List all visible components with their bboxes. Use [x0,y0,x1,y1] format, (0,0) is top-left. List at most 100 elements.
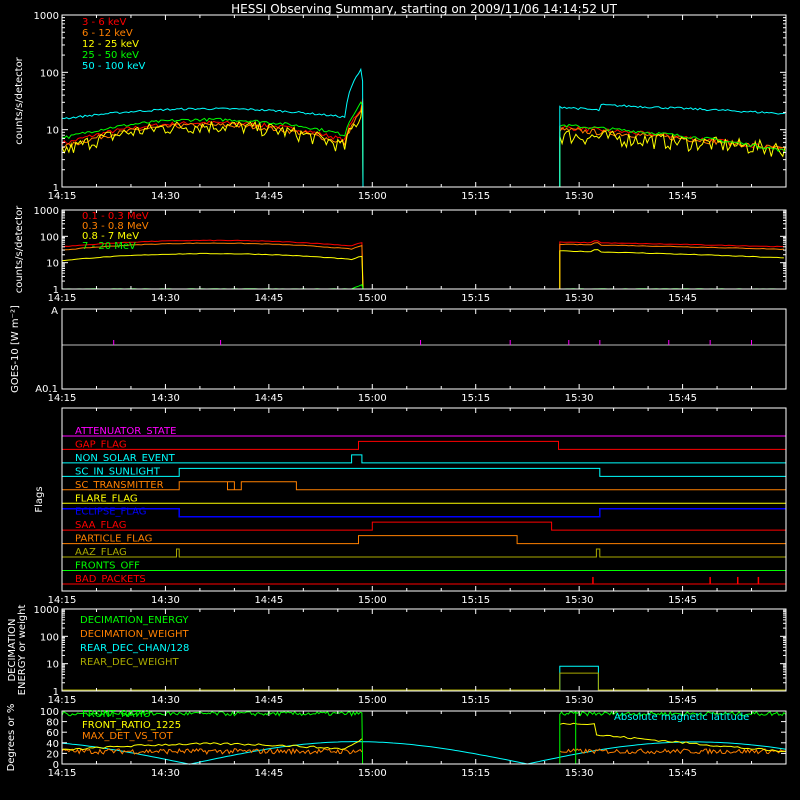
max-det-line [559,748,786,755]
xray-ylabel: counts/s/detector [14,56,25,144]
flags-panel-xtick-label: 14:15 [48,595,77,606]
goes-ytick-label: A0.1 [35,384,58,395]
flag-label: SC_IN_SUNLIGHT [75,466,161,477]
decimation-legend-entry: REAR_DEC_WEIGHT [80,657,179,668]
rear-dec-weight-line [62,672,786,691]
goes-panel-xtick-label: 14:45 [254,393,283,404]
flag-label: ECLIPSE_FLAG [75,507,146,518]
xray-series-line [61,98,786,188]
flag-line [62,481,786,491]
gamma-ytick-label: 100 [40,232,59,243]
flag-label: SC_TRANSMITTER [75,480,164,491]
flags-ylabel: Flags [34,486,45,512]
goes-panel-xtick-label: 15:15 [461,393,490,404]
ratio-panel-frame [61,710,787,765]
front-ratio-1225-line [61,738,363,751]
flag-label: ATTENUATOR_STATE [75,426,176,437]
xray-ytick-label: 10 [46,126,59,137]
flag-line [62,548,786,558]
xray-ytick-label: 100 [40,68,59,79]
ratio-ytick-label: 40 [46,739,59,750]
goes-ytick-label: A [51,306,58,317]
decimation-panel-xtick-label: 15:45 [668,695,697,706]
gamma-panel-xtick-label: 14:30 [151,293,180,304]
flags-panel-xtick-label: 15:30 [565,595,594,606]
gamma-legend-entry: 0.1 - 0.3 MeV [82,211,149,222]
ratio-legend-entry: FRONT_RATIO [82,709,151,720]
flag-line [62,467,786,477]
flag-label: AAZ_FLAG [75,547,127,558]
ratio-ytick-label: 80 [46,718,59,729]
gamma-panel-xtick-label: 15:30 [565,293,594,304]
flag-line [62,535,786,545]
gamma-ylabel: counts/s/detector [14,205,25,293]
gamma-panel-xtick-label: 14:45 [254,293,283,304]
front-ratio-line [559,710,787,764]
ratio-panel-xtick-label: 15:45 [668,768,697,779]
chart-title: HESSI Observing Summary, starting on 200… [231,2,617,16]
gamma-legend-entry: 7 - 20 MeV [82,241,136,252]
xray-panel-xtick-label: 15:00 [358,191,387,202]
gamma-series-line [61,239,784,290]
ratio-ytick-label: 60 [46,728,59,739]
decimation-ytick-label: 100 [40,632,59,643]
gamma-series-line [61,242,784,290]
xray-legend-entry: 25 - 50 keV [82,50,139,61]
goes-panel-xtick-label: 14:30 [151,393,180,404]
flags-panel-xtick-label: 14:30 [151,595,180,606]
goes-ylabel: GOES-10 [W m⁻²] [10,305,21,393]
gamma-legend-entry: 0.3 - 0.8 MeV [82,221,149,232]
decimation-panel-xtick-label: 14:45 [254,695,283,706]
xray-panel-xtick-label: 15:15 [461,191,490,202]
gamma-series-line [61,249,784,290]
goes-panel-frame [61,308,787,390]
decimation-ytick-label: 1 [53,687,59,698]
xray-panel-xtick-label: 14:30 [151,191,180,202]
decimation-panel-xtick-label: 14:15 [48,695,77,706]
ratio-ylabel: Degrees or % [6,704,17,772]
decimation-panel-xtick-label: 15:15 [461,695,490,706]
goes-panel-xtick-label: 15:45 [668,393,697,404]
gamma-ytick-label: 1 [53,285,59,296]
gamma-panel-xtick-label: 15:45 [668,293,697,304]
decimation-ytick-label: 10 [46,660,59,671]
decimation-ylabel-line1: DECIMATION [7,618,18,681]
ratio-panel-xtick-label: 14:15 [48,768,77,779]
xray-ytick-label: 1000 [34,11,59,22]
xray-legend-entry: 3 - 6 keV [82,17,126,28]
max-det-line [61,747,363,756]
flag-label: BAD_PACKETS [75,574,146,585]
flag-line [62,454,786,464]
xray-ytick-label: 1 [53,183,59,194]
ratio-ytick-label: 100 [40,707,59,718]
decimation-legend-entry: REAR_DEC_CHAN/128 [80,643,189,654]
xray-legend-entry: 6 - 12 keV [82,28,133,39]
ratio-panel-xtick-label: 15:15 [461,768,490,779]
flags-panel-xtick-label: 15:45 [668,595,697,606]
ratio-panel-xtick-label: 14:30 [151,768,180,779]
gamma-panel-frame [61,209,787,290]
flag-label: SAA_FLAG [75,520,126,531]
decimation-panel-xtick-label: 15:00 [358,695,387,706]
flags-panel-xtick-label: 15:00 [358,595,387,606]
ratio-panel-xtick-label: 15:00 [358,768,387,779]
flags-panel-xtick-label: 14:45 [254,595,283,606]
xray-series-line [61,103,786,188]
flag-label: FLARE_FLAG [75,493,138,504]
latitude-annotation: Absolute magnetic latitude [614,712,749,723]
gamma-ytick-label: 10 [46,259,59,270]
goes-panel-xtick-label: 15:30 [565,393,594,404]
goes-panel-xtick-label: 14:15 [48,393,77,404]
decimation-legend-entry: DECIMATION_WEIGHT [80,629,189,640]
flag-line [62,440,786,450]
ratio-legend-entry: FRONT_RATIO_1225 [82,720,181,731]
ratio-ytick-label: 20 [46,749,59,760]
decimation-panel-xtick-label: 15:30 [565,695,594,706]
ratio-panel-xtick-label: 15:30 [565,768,594,779]
gamma-ytick-label: 1000 [34,206,59,217]
gamma-panel-xtick-label: 15:15 [461,293,490,304]
ratio-ytick-label: 0 [53,760,59,771]
xray-legend-entry: 12 - 25 keV [82,39,139,50]
flag-line [62,521,786,531]
